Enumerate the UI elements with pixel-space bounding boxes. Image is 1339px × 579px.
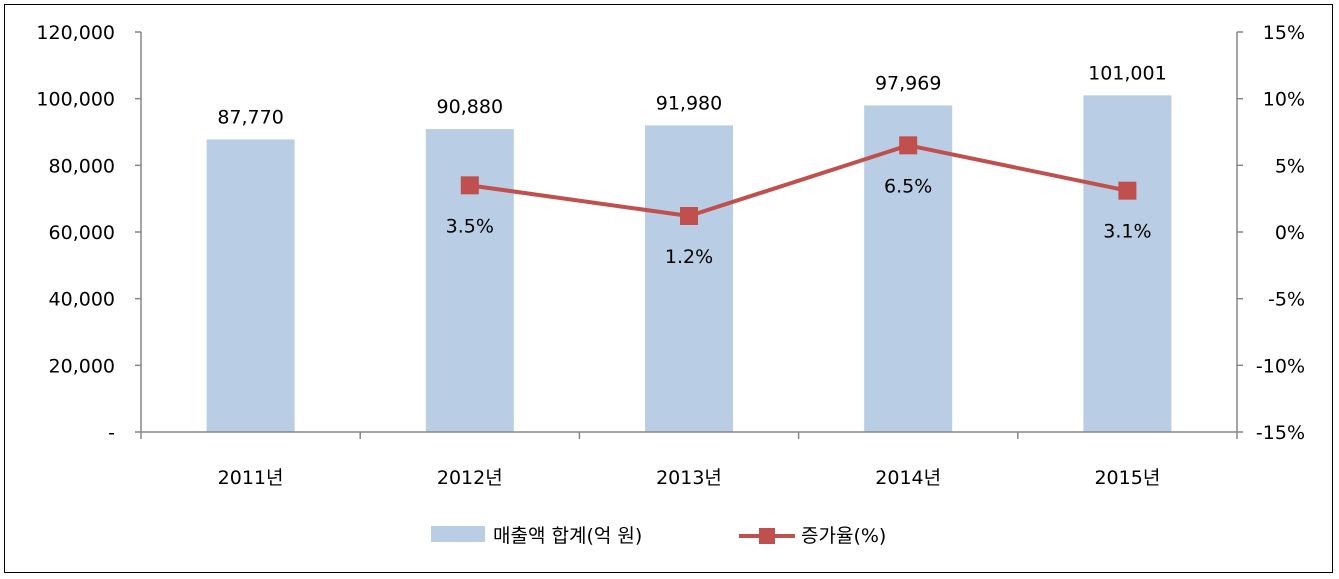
right-tick-label-0: -15% (1256, 422, 1305, 444)
bar-4 (1083, 95, 1172, 432)
line-data-label-2: 1.2% (665, 246, 713, 268)
left-tick-label-3: 60,000 (49, 222, 115, 244)
right-tick-label-5: 10% (1263, 89, 1305, 111)
axes: - 20,000 40,000 60,000 80,000 100,000 120,000 -… (36, 22, 1305, 489)
bar-1 (425, 129, 514, 433)
x-tick-label-2: 2013년 (656, 467, 722, 489)
left-tick-label-1: 20,000 (49, 355, 115, 377)
legend-bar-swatch (431, 526, 485, 542)
legend-line-label: 증가율(%) (801, 525, 886, 547)
legend-line-marker-icon (759, 528, 775, 544)
line-data-label-3: 6.5% (884, 175, 932, 197)
left-tick-label-0: - (108, 422, 115, 444)
right-tick-label-4: 5% (1275, 155, 1305, 177)
bar-0 (206, 139, 295, 432)
left-tick-label-6: 120,000 (36, 22, 115, 44)
bar-data-label-4: 101,001 (1088, 62, 1167, 84)
left-tick-label-2: 40,000 (49, 289, 115, 311)
legend-bar-label: 매출액 합계(억 원) (493, 525, 642, 547)
line-marker-3 (899, 136, 918, 155)
line-series (460, 136, 1137, 225)
bar-series (206, 95, 1172, 433)
line-marker-1 (460, 176, 479, 195)
left-tick-label-5: 100,000 (36, 89, 115, 111)
x-tick-label-1: 2012년 (437, 467, 503, 489)
line-data-label-4: 3.1% (1103, 221, 1151, 243)
line-data-label-1: 3.5% (446, 215, 494, 237)
growth-line (469, 143, 1128, 218)
line-marker-4 (1118, 181, 1137, 200)
bar-2 (645, 125, 733, 433)
bar-data-label-3: 97,969 (875, 72, 941, 94)
x-tick-label-0: 2011년 (218, 467, 284, 489)
bar-3 (864, 105, 953, 432)
chart-svg: - 20,000 40,000 60,000 80,000 100,000 120,000 -… (36, 22, 1305, 547)
right-tick-label-6: 15% (1263, 22, 1305, 44)
left-tick-label-4: 80,000 (49, 155, 115, 177)
chart-frame: - 20,000 40,000 60,000 80,000 100,000 120,000 -… (4, 4, 1333, 573)
x-tick-label-4: 2015년 (1094, 467, 1160, 489)
x-tick-label-3: 2014년 (875, 467, 941, 489)
bar-data-label-2: 91,980 (656, 92, 722, 114)
right-tick-label-3: 0% (1275, 222, 1305, 244)
legend: 매출액 합계(억 원) 증가율(%) (431, 525, 886, 547)
right-tick-label-2: -5% (1268, 289, 1305, 311)
bar-data-label-1: 90,880 (437, 96, 503, 118)
data-labels: 87,770 90,880 91,980 97,969 101,001 3.5% 1.2% 6… (217, 62, 1166, 268)
line-marker-2 (680, 207, 698, 225)
bar-data-label-0: 87,770 (217, 106, 283, 128)
right-tick-label-1: -10% (1256, 355, 1305, 377)
